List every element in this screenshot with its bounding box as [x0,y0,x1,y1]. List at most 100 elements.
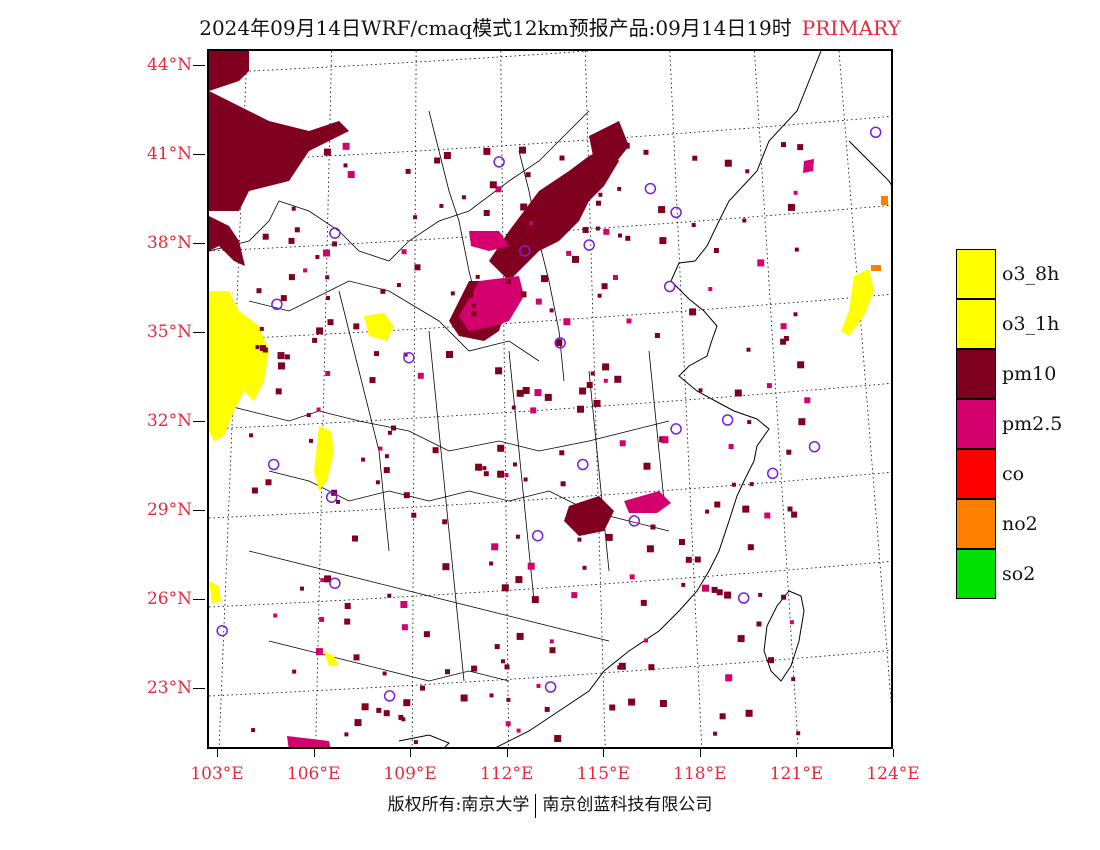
pollutant-cell-pm10 [640,599,647,606]
pollutant-cell-pm10 [403,699,411,707]
pollutant-cell-pm2_5 [626,318,632,324]
pollutant-cell-pm10 [586,382,593,388]
pollutant-region-pm10 [209,216,245,266]
lon-tick-mark [410,749,412,757]
lon-tick-mark [893,749,894,757]
pollutant-cell-pm10 [783,336,789,341]
pollutant-cell-pm10 [737,635,745,643]
pollutant-cell-pm2_5 [549,639,554,644]
station-marker[interactable] [383,690,396,702]
pollutant-cell-pm10 [306,413,311,418]
station-marker[interactable] [271,298,283,311]
station-marker[interactable] [644,182,657,195]
station-marker[interactable] [721,414,734,426]
pollutant-cell-pm10 [466,290,474,298]
station-marker[interactable] [544,681,557,693]
pollutant-cell-pm10 [793,312,798,317]
lat-tick-mark [193,421,205,422]
station-marker[interactable] [531,529,544,542]
pollutant-region-pm2_5 [469,231,509,251]
pollutant-region-o3_1h [364,313,394,341]
pollutant-cell-pm10 [618,662,626,670]
legend-label: co [1002,463,1025,485]
pollutant-cell-pm10 [489,181,497,189]
station-marker[interactable] [869,126,882,139]
lat-tick-label: 26°N [146,589,192,609]
pollutant-cell-pm10 [497,444,505,452]
pollutant-cell-pm10 [796,731,801,736]
pollutant-region-pm2_5 [287,736,331,747]
station-marker[interactable] [670,206,682,219]
lon-tick-mark [506,749,508,757]
pollutant-cell-pm2_5 [273,613,278,618]
lon-tick-mark [313,749,315,757]
map-title: 2024年09月14日WRF/cmaq模式12km预报产品:09月14日19时 P… [0,12,1100,41]
pollutant-cell-pm10 [582,565,587,570]
pollutant-cell-pm2_5 [619,440,626,447]
pollutant-cell-pm10 [494,644,500,650]
pollutant-region-pm2_5 [624,491,671,513]
station-marker[interactable] [583,239,595,251]
pollutant-cell-pm10 [401,717,406,722]
pollutant-cell-pm10 [309,438,313,443]
station-marker[interactable] [267,458,280,471]
pollutant-cell-pm10 [694,556,701,563]
pollutant-cell-pm10 [384,454,389,459]
pollutant-cell-pm10 [292,669,297,674]
pollutant-cell-pm2_5 [766,383,772,389]
pollutant-cell-pm10 [797,361,805,369]
pollutant-cell-pm10 [506,697,511,702]
map-frame[interactable] [207,49,893,749]
lon-tick-label: 109°E [383,764,437,784]
station-marker[interactable] [808,440,821,453]
pollutant-cell-pm10 [405,168,411,174]
station-marker[interactable] [554,337,566,349]
station-marker[interactable] [329,577,341,589]
pollutant-cell-pm10 [519,146,526,154]
pollutant-cell-pm10 [391,425,396,431]
station-marker[interactable] [766,467,779,480]
pollutant-cell-pm10 [523,477,528,482]
pollutant-cell-pm10 [442,563,450,571]
pollutant-cell-pm10 [579,387,587,395]
station-marker[interactable] [403,351,415,364]
station-marker[interactable] [577,458,589,471]
pollutant-cell-pm2_5 [495,186,502,193]
station-marker[interactable] [663,280,676,293]
station-marker[interactable] [519,245,531,257]
pollutant-cell-pm10 [434,157,441,164]
pollutant-cell-pm10 [747,420,752,425]
pollutant-cell-pm10 [256,288,262,294]
pollutant-cell-pm10 [621,142,627,148]
station-markers [216,126,882,702]
pollutant-cell-pm10 [374,351,379,357]
pollutant-cell-pm10 [475,274,480,279]
pollutant-cell-pm10 [554,735,562,742]
pollutant-cell-pm10 [516,632,524,640]
pollutant-cell-pm10 [294,227,300,233]
station-marker[interactable] [670,423,682,435]
pollutant-cell-pm10 [413,740,418,745]
station-marker[interactable] [737,592,750,604]
station-marker[interactable] [329,227,341,239]
lon-tick-mark [699,749,701,757]
legend-swatch [956,449,996,499]
map-canvas[interactable] [209,51,893,749]
station-marker[interactable] [216,624,228,637]
pollutant-cell-pm10 [353,323,360,330]
pollutant-cell-pm10 [768,657,774,664]
map-title-text: 2024年09月14日WRF/cmaq模式12km预报产品:09月14日19时 [199,16,792,40]
lat-tick-label: 41°N [146,144,192,164]
lon-tick-mark [796,749,798,757]
pollutant-cell-pm10 [420,685,425,691]
station-marker[interactable] [628,515,641,527]
pollutant-cell-pm10 [483,471,489,477]
pollutant-cell-pm10 [375,480,380,485]
pollutant-cell-pm10 [625,235,631,241]
lat-tick-mark [193,599,205,600]
lon-tick-label: 118°E [673,764,727,784]
station-marker[interactable] [325,491,338,503]
pollutant-cell-pm2_5 [708,287,713,291]
pollutant-cell-pm10 [643,149,649,155]
station-marker[interactable] [493,156,505,168]
